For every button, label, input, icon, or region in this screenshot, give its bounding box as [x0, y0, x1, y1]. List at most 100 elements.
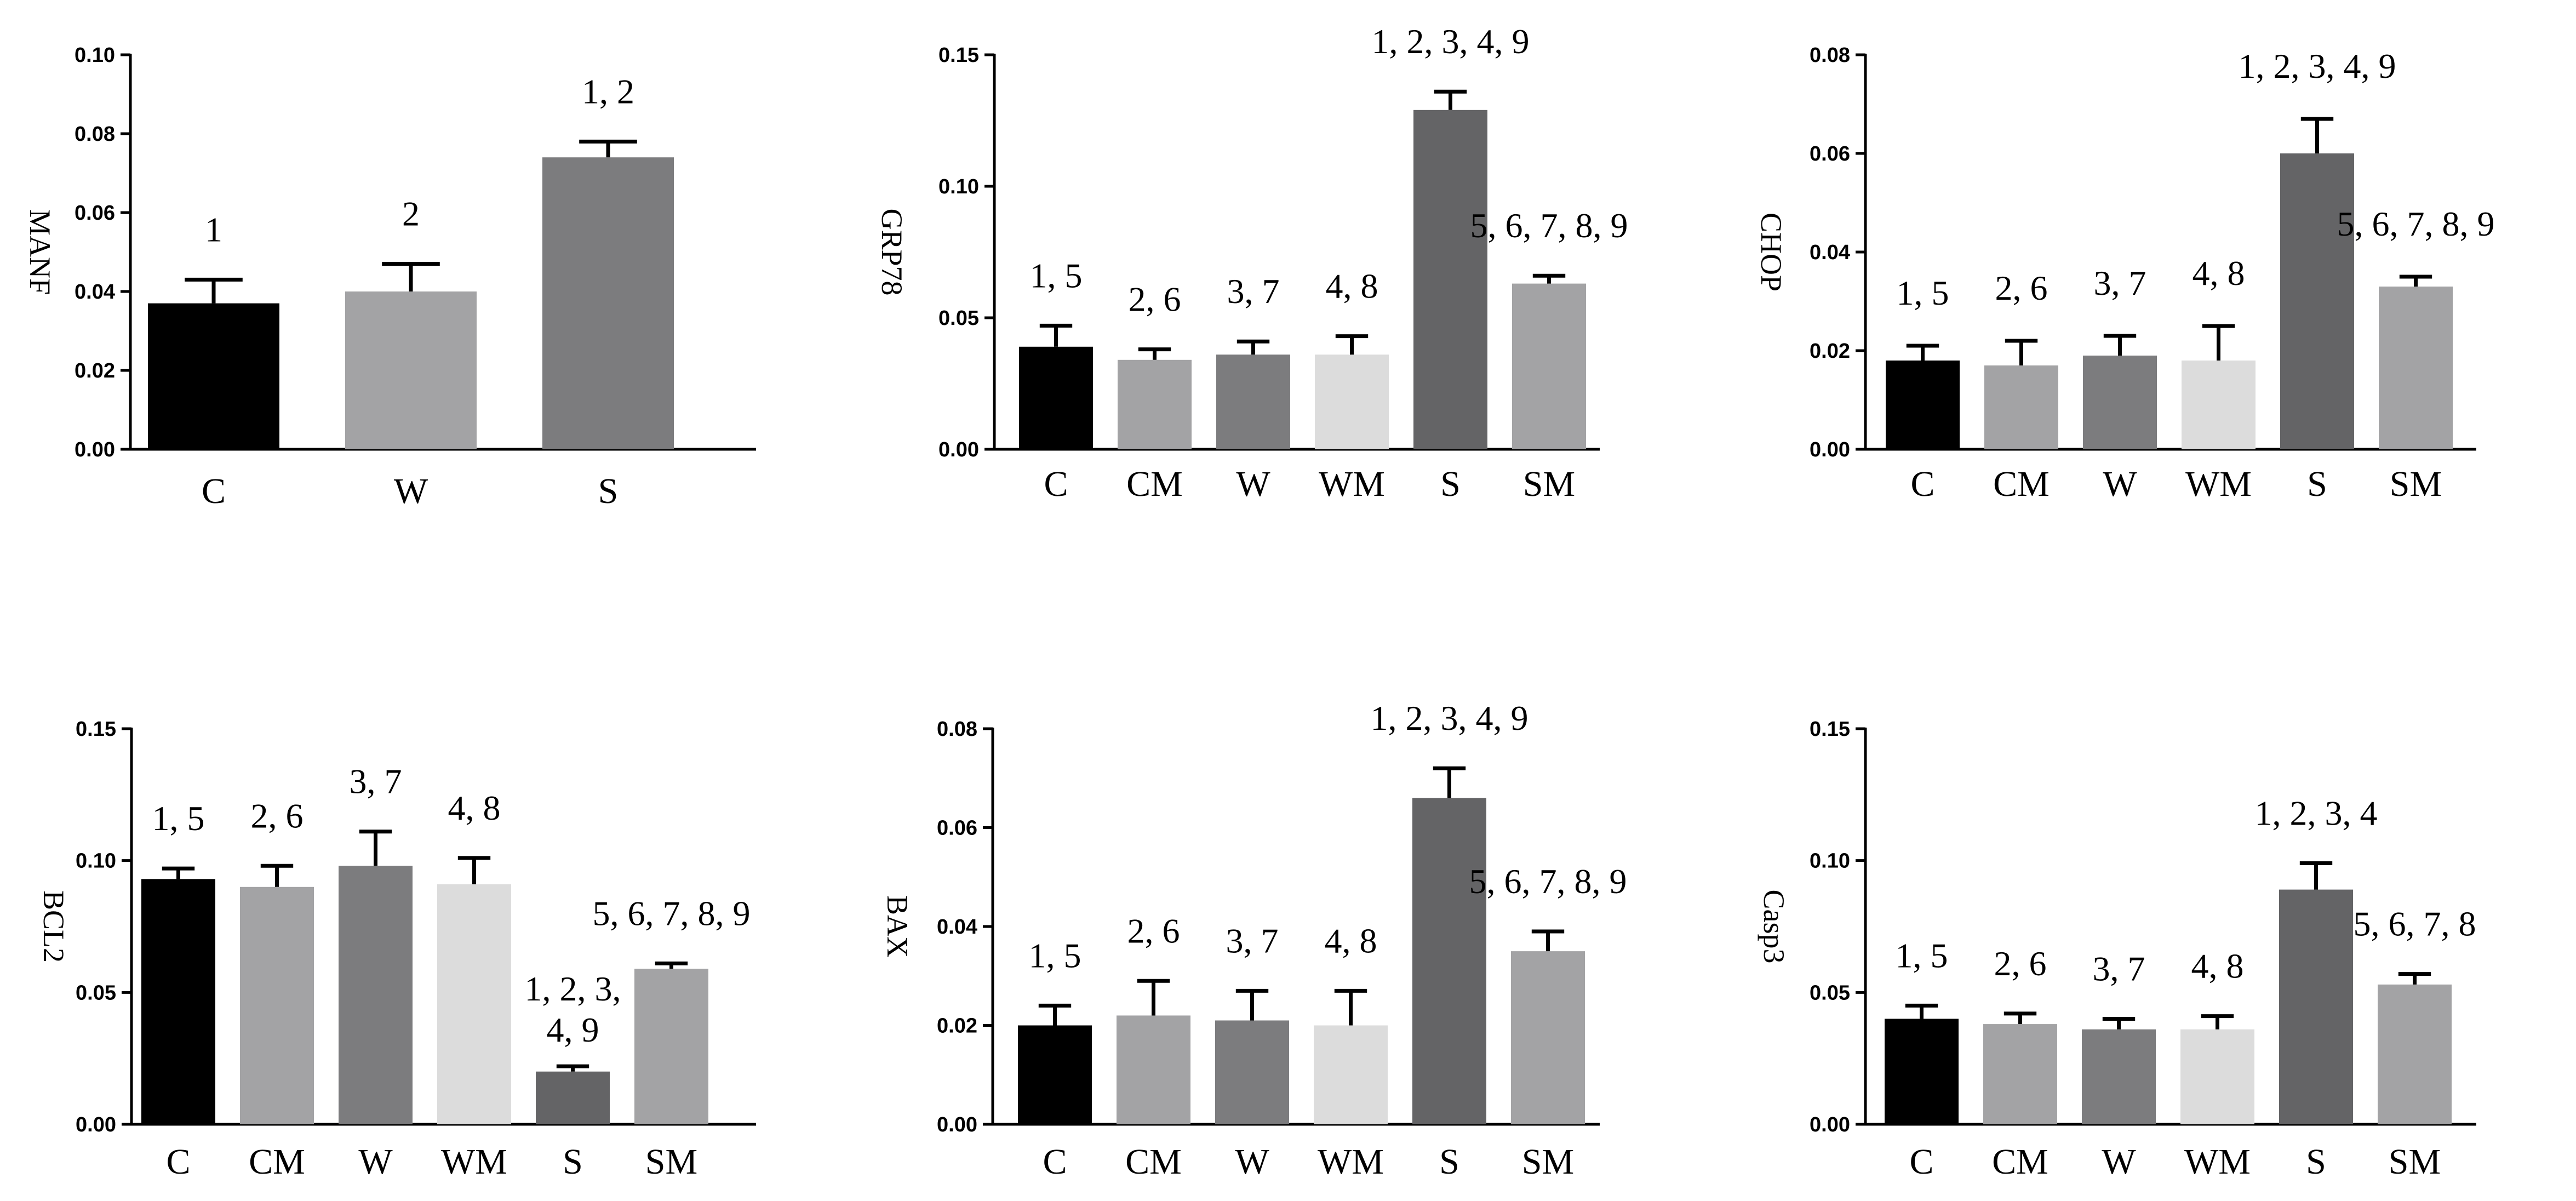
y-tick-label: 0.15 — [1810, 718, 1850, 741]
chart-grp78: 0.00 0.05 0.10 0.15 GRP78 C 1, 5 CM 2, 6 W 3, 7 WM 4… — [875, 22, 1628, 504]
y-tick-label: 0.10 — [76, 850, 116, 873]
y-tick-label: 0.00 — [1810, 438, 1850, 461]
chart-manf: 0.00 0.02 0.04 0.06 0.08 0.10 MANF C 1 W 2 S 1, 2 — [24, 44, 756, 511]
chart-chop: 0.00 0.02 0.04 0.06 0.08 CHOP C 1, 5 CM 2, 6 W 3, 7… — [1755, 44, 2495, 504]
bar — [1984, 365, 2058, 449]
y-axis-title: CHOP — [1755, 213, 1788, 291]
x-tick-label: W — [1236, 464, 1270, 504]
x-tick-label: CM — [1992, 1142, 2048, 1182]
x-tick-label: SM — [1522, 1142, 1574, 1182]
bar — [1215, 1020, 1289, 1124]
significance-label: 4, 8 — [2193, 254, 2245, 293]
x-tick-label: C — [166, 1142, 190, 1182]
y-tick-label: 0.00 — [938, 438, 979, 461]
bar — [2379, 287, 2453, 449]
chart-casp3: 0.00 0.05 0.10 0.15 Casp3 C 1, 5 CM 2, 6 W 3, 7 WM 4… — [1758, 718, 2476, 1182]
bar — [1412, 798, 1486, 1124]
y-tick-label: 0.06 — [75, 202, 115, 225]
x-tick-label: W — [358, 1142, 393, 1182]
y-tick-label: 0.08 — [75, 123, 115, 146]
x-tick-label: WM — [2184, 1142, 2251, 1182]
y-axis-title: Casp3 — [1758, 890, 1790, 964]
y-tick-label: 0.15 — [76, 718, 116, 741]
x-tick-label: CM — [1993, 464, 2050, 504]
x-tick-label: W — [394, 471, 428, 511]
y-axis-title: MANF — [24, 209, 56, 295]
bar — [1413, 110, 1487, 450]
x-tick-label: W — [1235, 1142, 1269, 1182]
bar — [1019, 346, 1093, 449]
y-tick-label: 0.00 — [76, 1113, 116, 1136]
y-tick-label: 0.00 — [1810, 1113, 1850, 1136]
x-tick-label: W — [2102, 1142, 2136, 1182]
significance-label: 4, 8 — [1326, 267, 1378, 306]
bar — [240, 887, 314, 1124]
bar — [1118, 359, 1192, 449]
bar — [1885, 1019, 1959, 1124]
chart-bax: 0.00 0.02 0.04 0.06 0.08 BAX C 1, 5 CM 2, 6 W 3, 7 W… — [881, 699, 1627, 1182]
bar — [1117, 1015, 1190, 1124]
x-tick-label: C — [1044, 464, 1068, 504]
significance-label: 2, 6 — [1127, 911, 1180, 950]
x-tick-label: C — [202, 471, 226, 511]
significance-label: 5, 6, 7, 8, 9 — [1469, 862, 1627, 901]
x-tick-label: S — [1440, 464, 1461, 504]
significance-label: 1, 5 — [1897, 273, 1949, 312]
x-tick-label: CM — [1125, 1142, 1182, 1182]
y-tick-label: 0.04 — [75, 281, 115, 304]
significance-label: 5, 6, 7, 8 — [2354, 905, 2476, 943]
y-axis-title: BAX — [881, 895, 914, 958]
y-axis-title: BCL2 — [37, 890, 70, 963]
significance-label: 4, 9 — [547, 1010, 599, 1049]
significance-label: 2, 6 — [251, 796, 304, 835]
bar — [1886, 361, 1960, 449]
x-tick-label: C — [1909, 1142, 1933, 1182]
significance-label: 1, 2, 3, — [525, 969, 621, 1008]
bar — [2182, 361, 2256, 449]
significance-label: 5, 6, 7, 8, 9 — [593, 894, 751, 933]
bar — [1216, 354, 1290, 449]
x-tick-label: CM — [1126, 464, 1183, 504]
x-tick-label: SM — [2390, 464, 2442, 504]
x-tick-label: S — [598, 471, 619, 511]
y-tick-label: 0.05 — [1810, 981, 1850, 1004]
significance-label: 2, 6 — [1129, 280, 1181, 319]
bar — [1314, 1025, 1388, 1124]
x-tick-label: WM — [1319, 464, 1385, 504]
significance-label: 1, 2 — [582, 72, 634, 111]
y-tick-label: 0.06 — [1810, 142, 1850, 165]
significance-label: 1, 5 — [1030, 256, 1083, 295]
bar — [634, 969, 708, 1124]
x-tick-label: C — [1043, 1142, 1067, 1182]
x-tick-label: SM — [645, 1142, 697, 1182]
bar — [1512, 283, 1586, 449]
bar — [148, 303, 279, 449]
y-tick-label: 0.02 — [75, 359, 115, 382]
significance-label: 3, 7 — [1226, 921, 1279, 960]
bar — [2280, 153, 2354, 449]
significance-label: 3, 7 — [1227, 272, 1280, 311]
x-tick-label: SM — [2389, 1142, 2441, 1182]
significance-label: 5, 6, 7, 8, 9 — [1470, 206, 1628, 245]
bar — [542, 157, 674, 449]
significance-label: 1, 2, 3, 4, 9 — [2239, 47, 2396, 85]
bar — [2082, 1029, 2156, 1124]
x-tick-label: WM — [441, 1142, 507, 1182]
significance-label: 4, 8 — [448, 788, 501, 827]
x-tick-label: CM — [249, 1142, 305, 1182]
significance-label: 1, 2, 3, 4 — [2255, 793, 2378, 832]
significance-label: 1 — [205, 210, 222, 249]
bar — [1511, 951, 1585, 1124]
bar — [141, 879, 215, 1124]
significance-label: 2, 6 — [1994, 944, 2047, 983]
x-tick-label: SM — [1523, 464, 1575, 504]
bar — [536, 1071, 610, 1124]
x-tick-label: S — [2307, 464, 2327, 504]
y-tick-label: 0.10 — [75, 44, 115, 67]
bar — [2180, 1029, 2254, 1124]
bar — [2378, 984, 2452, 1124]
x-tick-label: W — [2103, 464, 2137, 504]
y-tick-label: 0.02 — [937, 1015, 977, 1038]
significance-label: 3, 7 — [2094, 264, 2146, 302]
